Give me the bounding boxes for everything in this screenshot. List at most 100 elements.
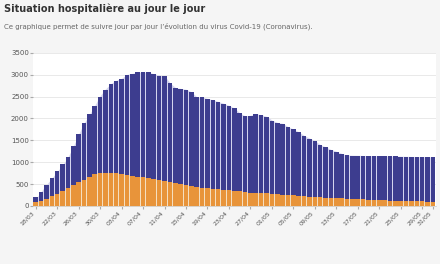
Bar: [66, 157, 70, 206]
Bar: [157, 76, 161, 206]
Bar: [130, 176, 135, 206]
Bar: [227, 190, 231, 206]
Bar: [302, 196, 306, 206]
Bar: [232, 108, 237, 206]
Bar: [119, 173, 124, 206]
Bar: [253, 114, 258, 206]
Bar: [178, 89, 183, 206]
Bar: [420, 201, 425, 206]
Bar: [82, 123, 86, 206]
Bar: [377, 200, 381, 206]
Bar: [39, 201, 43, 206]
Bar: [270, 194, 274, 206]
Bar: [221, 103, 226, 206]
Bar: [98, 173, 103, 206]
Bar: [243, 192, 247, 206]
Bar: [125, 175, 129, 206]
Bar: [399, 157, 403, 206]
Bar: [151, 179, 156, 206]
Bar: [297, 196, 301, 206]
Bar: [162, 76, 167, 206]
Bar: [350, 199, 355, 206]
Bar: [286, 127, 290, 206]
Bar: [270, 121, 274, 206]
Bar: [173, 88, 177, 206]
Bar: [404, 157, 408, 206]
Bar: [92, 175, 97, 206]
Bar: [329, 198, 333, 206]
Bar: [345, 199, 349, 206]
Bar: [425, 201, 430, 206]
Bar: [399, 201, 403, 206]
Bar: [280, 195, 285, 206]
Bar: [366, 200, 371, 206]
Bar: [200, 97, 204, 206]
Bar: [264, 117, 269, 206]
Bar: [259, 115, 264, 206]
Bar: [44, 185, 49, 206]
Bar: [205, 99, 210, 206]
Bar: [350, 155, 355, 206]
Bar: [103, 173, 108, 206]
Bar: [339, 154, 344, 206]
Bar: [194, 187, 199, 206]
Bar: [227, 106, 231, 206]
Bar: [297, 133, 301, 206]
Bar: [66, 188, 70, 206]
Bar: [119, 79, 124, 206]
Bar: [334, 152, 338, 206]
Bar: [286, 195, 290, 206]
Bar: [55, 171, 59, 206]
Bar: [205, 188, 210, 206]
Bar: [382, 200, 387, 206]
Bar: [60, 164, 65, 206]
Bar: [216, 102, 220, 206]
Bar: [146, 178, 150, 206]
Bar: [307, 196, 312, 206]
Bar: [248, 192, 253, 206]
Bar: [184, 185, 188, 206]
Bar: [414, 157, 419, 206]
Bar: [44, 199, 49, 206]
Bar: [125, 75, 129, 206]
Bar: [136, 177, 140, 206]
Bar: [345, 155, 349, 206]
Bar: [356, 156, 360, 206]
Bar: [189, 186, 194, 206]
Bar: [50, 196, 54, 206]
Bar: [372, 200, 376, 206]
Bar: [431, 202, 435, 206]
Bar: [238, 191, 242, 206]
Bar: [393, 157, 398, 206]
Bar: [55, 194, 59, 206]
Bar: [414, 201, 419, 206]
Text: Situation hospitalière au jour le jour: Situation hospitalière au jour le jour: [4, 4, 205, 15]
Bar: [248, 116, 253, 206]
Bar: [33, 197, 38, 206]
Bar: [157, 180, 161, 206]
Bar: [280, 124, 285, 206]
Bar: [253, 193, 258, 206]
Bar: [388, 156, 392, 206]
Bar: [382, 156, 387, 206]
Bar: [173, 183, 177, 206]
Bar: [87, 114, 92, 206]
Text: Ce graphique permet de suivre jour par jour l’évolution du virus Covid-19 (Coron: Ce graphique permet de suivre jour par j…: [4, 22, 313, 30]
Bar: [291, 129, 296, 206]
Bar: [194, 97, 199, 206]
Bar: [388, 201, 392, 206]
Bar: [141, 177, 145, 206]
Bar: [275, 123, 279, 206]
Bar: [200, 187, 204, 206]
Bar: [409, 157, 414, 206]
Bar: [393, 201, 398, 206]
Bar: [329, 150, 333, 206]
Bar: [431, 157, 435, 206]
Bar: [103, 90, 108, 206]
Bar: [361, 156, 365, 206]
Bar: [420, 157, 425, 206]
Bar: [178, 184, 183, 206]
Bar: [71, 145, 76, 206]
Bar: [114, 81, 118, 206]
Bar: [339, 199, 344, 206]
